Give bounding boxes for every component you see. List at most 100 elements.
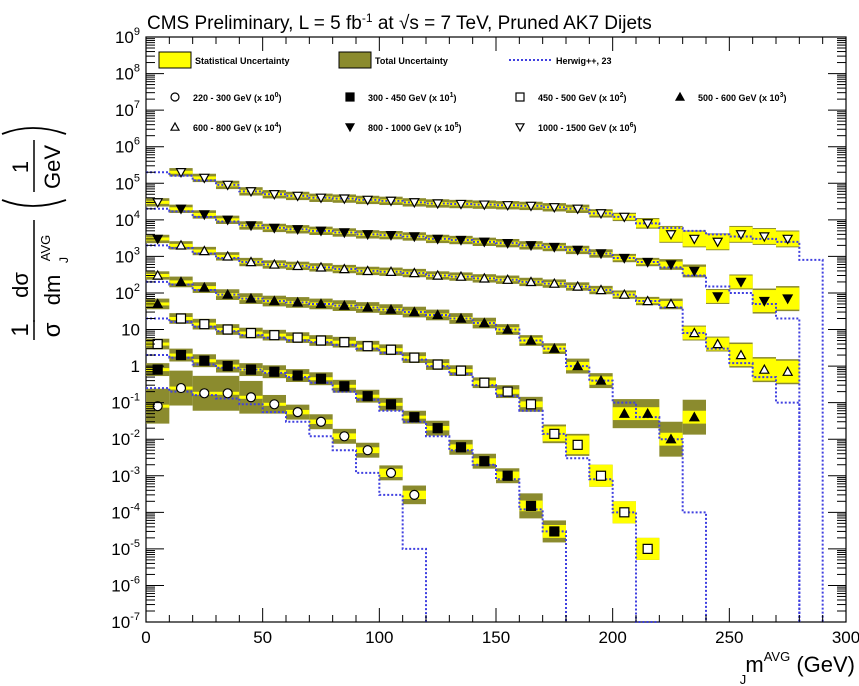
title-mid: at — [373, 13, 399, 34]
y-tick-base: 10 — [111, 540, 130, 559]
y-tick-base: 10 — [115, 247, 134, 266]
data-point — [338, 228, 350, 239]
data-point — [222, 250, 234, 261]
data-point — [385, 230, 397, 241]
data-point — [362, 195, 374, 206]
y-tick-exponent: 8 — [134, 63, 140, 75]
y-tick-exponent: -3 — [130, 465, 140, 477]
y-tick-base: 10 — [115, 65, 134, 84]
legend-series-exp: 1 — [450, 92, 454, 99]
data-point — [688, 327, 700, 338]
y-label-frac-sup: AVG — [38, 235, 53, 262]
y-tick-exponent: -1 — [130, 392, 140, 404]
y-tick-base: 10 — [111, 430, 130, 449]
data-point — [385, 344, 397, 355]
data-point — [595, 374, 607, 385]
data-point — [548, 277, 560, 288]
legend-series-close: ) — [623, 93, 626, 103]
data-point — [198, 281, 210, 292]
data-point — [408, 306, 420, 317]
data-point — [642, 543, 653, 554]
data-point — [525, 399, 537, 410]
title-main: CMS Preliminary, L = 5 fb — [147, 13, 362, 34]
data-point — [169, 121, 181, 131]
data-point — [478, 272, 490, 283]
data-point — [595, 470, 607, 481]
data-point — [292, 225, 304, 236]
data-point — [478, 317, 490, 328]
y-label-unit-top: 1 — [8, 161, 33, 173]
data-point — [409, 489, 420, 500]
data-point — [479, 456, 490, 467]
y-tick-base: 10 — [111, 613, 130, 632]
legend-series-exp: 3 — [780, 92, 784, 99]
data-point — [222, 215, 234, 226]
y-tick-label: 10-2 — [111, 428, 140, 449]
data-point — [222, 324, 233, 335]
data-point — [315, 226, 327, 237]
data-point — [175, 276, 187, 287]
data-point — [712, 338, 724, 349]
legend-series-exp: 4 — [275, 122, 279, 129]
data-point — [782, 234, 794, 245]
y-tick-base: 10 — [115, 211, 134, 230]
data-point — [525, 500, 537, 511]
y-tick-label: 105 — [115, 172, 140, 193]
legend-series-close: ) — [278, 123, 281, 133]
legend-swatch-total — [338, 51, 372, 69]
y-tick-label: 102 — [115, 282, 140, 303]
y-tick-exponent: 5 — [134, 172, 140, 184]
legend-series-exp: 5 — [455, 122, 459, 129]
x-label-sub: J — [740, 672, 747, 686]
y-label-paren-left — [1, 199, 67, 207]
data-point — [455, 235, 467, 246]
data-point — [339, 381, 350, 392]
y-tick-base: 10 — [115, 28, 134, 47]
legend-series-close: ) — [633, 123, 636, 133]
y-tick-base: 10 — [111, 503, 130, 522]
data-point — [245, 327, 257, 339]
y-tick-base: 10 — [121, 321, 140, 340]
y-tick-label: 10-7 — [111, 611, 140, 632]
title-end: = 7 TeV, Pruned AK7 Dijets — [419, 13, 652, 34]
data-point — [339, 337, 350, 348]
legend-series-label: 300 - 450 GeV (x 101) — [368, 92, 456, 103]
data-point — [408, 198, 420, 209]
y-tick-exponent: 2 — [134, 282, 140, 294]
data-point — [665, 298, 677, 309]
data-point — [665, 433, 677, 444]
data-point — [362, 230, 374, 241]
data-point — [572, 245, 584, 256]
x-tick-label: 250 — [715, 628, 743, 647]
data-point — [315, 335, 327, 346]
legend-series-name: 600 - 800 GeV (x 10 — [193, 123, 275, 133]
data-point — [502, 470, 513, 481]
legend-label-total: Total Uncertainty — [375, 56, 448, 66]
data-point — [339, 431, 350, 442]
data-point — [362, 265, 374, 276]
data-point — [385, 303, 397, 314]
data-point — [618, 288, 630, 299]
y-tick-exponent: -6 — [130, 574, 140, 586]
data-point — [292, 332, 303, 343]
data-point — [245, 256, 257, 267]
data-point — [175, 239, 187, 250]
data-point — [432, 234, 444, 245]
herwig-curve — [146, 387, 427, 622]
data-point — [245, 392, 257, 403]
data-point — [502, 201, 514, 211]
data-point — [455, 199, 467, 210]
y-tick-base: 10 — [115, 284, 134, 303]
data-point — [642, 219, 654, 230]
data-point — [222, 180, 234, 191]
y-tick-label: 103 — [115, 245, 140, 266]
data-point — [245, 221, 257, 232]
data-point — [222, 288, 234, 299]
legend-series-name: 1000 - 1500 GeV (x 10 — [538, 123, 630, 133]
data-point — [502, 273, 514, 284]
data-point — [572, 280, 584, 291]
legend-series-label: 220 - 300 GeV (x 100) — [193, 92, 281, 103]
title-sup: -1 — [362, 11, 373, 25]
data-point — [338, 194, 350, 205]
x-axis-title: mAVG (GeV)J — [740, 649, 855, 686]
